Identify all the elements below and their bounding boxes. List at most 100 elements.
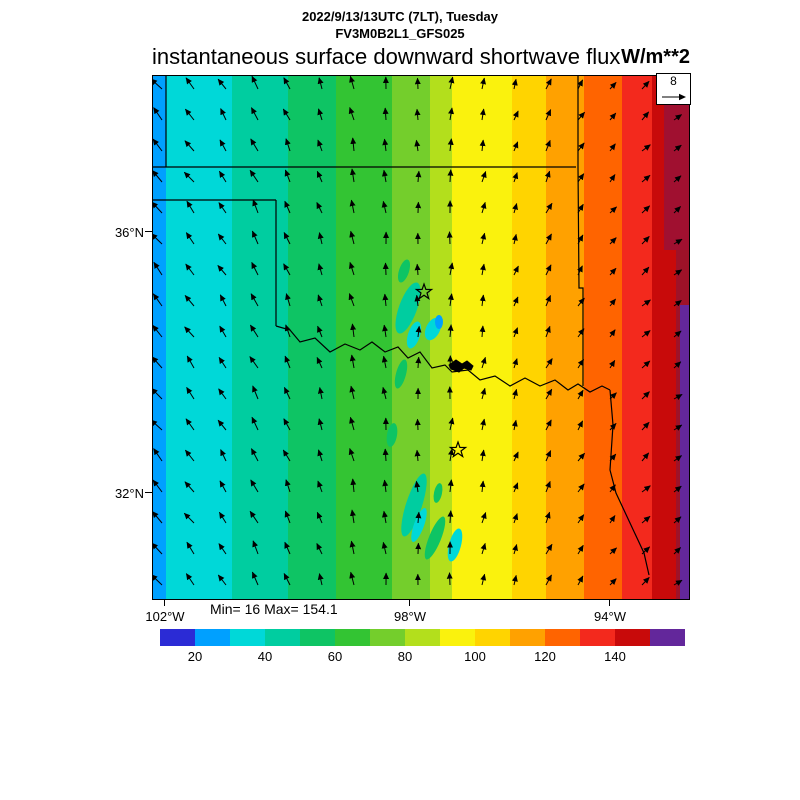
wind-arrow: [249, 169, 259, 183]
wind-arrow: [414, 139, 421, 152]
wind-arrow: [609, 515, 616, 524]
wind-arrow: [283, 418, 291, 431]
wind-arrow: [317, 480, 323, 493]
wind-arrow: [641, 421, 650, 431]
wind-arrow: [609, 206, 617, 214]
wind-arrow: [577, 483, 585, 493]
lon-label-94w: 94°W: [594, 609, 626, 624]
wind-arrow: [448, 448, 454, 462]
flux-band: [166, 75, 232, 600]
map-frame: [152, 75, 690, 600]
wind-arrow: [673, 144, 682, 152]
wind-arrow: [577, 575, 584, 586]
wind-arrow: [448, 262, 455, 276]
model-title: FV3M0B2L1_GFS025: [335, 26, 465, 41]
wind-arrow: [415, 325, 422, 338]
wind-arrow: [673, 393, 683, 400]
wind-arrow: [316, 202, 323, 214]
wind-arrow: [185, 449, 195, 462]
wind-arrow: [316, 511, 323, 524]
wind-arrow: [283, 232, 291, 245]
wind-arrow: [349, 540, 356, 555]
wind-arrow: [480, 387, 487, 400]
wind-arrow: [447, 510, 454, 524]
wind-arrow: [284, 200, 291, 214]
wind-arrow: [544, 511, 551, 524]
wind-arrow: [577, 265, 583, 276]
lon-label-98w: 98°W: [394, 609, 426, 624]
wind-arrow: [414, 108, 421, 121]
wind-arrow: [285, 138, 291, 152]
axis-tick: [164, 600, 165, 606]
wind-arrow: [283, 77, 291, 90]
flux-band: [584, 75, 622, 600]
wind-arrow: [317, 387, 324, 400]
wind-arrow: [545, 78, 552, 90]
wind-arrow: [512, 203, 518, 214]
wind-arrow: [186, 355, 195, 369]
wind-arrow: [577, 328, 585, 338]
wind-arrow: [609, 143, 616, 152]
wind-arrow: [382, 107, 389, 121]
wind-arrow: [217, 233, 227, 245]
colorbar-tick-label: 20: [187, 649, 203, 664]
wind-arrow: [414, 449, 421, 462]
wind-arrow: [512, 110, 519, 121]
wind-arrow: [641, 236, 650, 245]
wind-arrow: [577, 173, 585, 183]
wind-arrow: [673, 300, 682, 307]
flux-band: [430, 75, 452, 600]
wind-arrow: [349, 75, 355, 90]
wind-arrow: [282, 108, 291, 121]
wind-arrow: [545, 295, 551, 307]
wind-arrow: [545, 450, 552, 462]
wind-arrow: [317, 449, 324, 462]
wind-arrow: [641, 577, 650, 586]
wind-arrow: [381, 355, 388, 369]
wind-arrow: [317, 263, 324, 276]
wind-arrow: [185, 232, 195, 245]
wind-arrow: [446, 231, 453, 245]
wind-arrow: [609, 267, 617, 276]
wind-arrow: [350, 478, 357, 493]
wind-arrow: [218, 170, 227, 183]
wind-arrow: [545, 480, 551, 493]
wind-arrow: [641, 266, 650, 276]
colorbar-tick-label: 60: [327, 649, 343, 664]
wind-arrow: [641, 391, 650, 400]
wind-arrow: [609, 237, 617, 245]
wind-arrow: [511, 419, 518, 431]
colorbar-segment: [510, 629, 545, 646]
wind-arrow: [251, 230, 259, 245]
wind-arrow: [609, 298, 616, 307]
wind-arrow: [415, 170, 422, 183]
map-canvas: [152, 75, 690, 600]
wind-arrow: [185, 108, 195, 121]
wind-arrow: [641, 546, 651, 555]
cloud-streak: [401, 473, 427, 537]
wind-arrow: [284, 355, 291, 369]
wind-arrow: [480, 171, 487, 183]
wind-arrow: [641, 111, 650, 121]
wind-arrow: [512, 296, 519, 307]
wind-arrow: [673, 114, 683, 121]
wind-arrow: [545, 419, 552, 431]
wind-arrow: [512, 141, 519, 152]
wind-arrow: [641, 205, 651, 214]
wind-arrow: [153, 261, 163, 276]
wind-arrow: [448, 107, 454, 121]
wind-arrow: [609, 174, 616, 183]
wind-arrow: [349, 168, 356, 183]
wind-arrow: [349, 385, 356, 400]
wind-arrow: [448, 76, 455, 90]
wind-arrow: [152, 201, 163, 214]
wind-arrow: [250, 138, 259, 152]
wind-arrow: [218, 543, 227, 555]
wind-arrow: [184, 326, 195, 338]
wind-arrow: [480, 232, 487, 245]
wind-arrow: [349, 571, 356, 586]
wind-arrow: [609, 112, 617, 121]
cloud-streak: [397, 259, 411, 283]
wind-arrow: [316, 356, 323, 369]
wind-arrow: [153, 448, 163, 462]
